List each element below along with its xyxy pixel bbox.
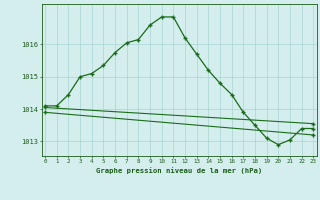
X-axis label: Graphe pression niveau de la mer (hPa): Graphe pression niveau de la mer (hPa) xyxy=(96,167,262,174)
